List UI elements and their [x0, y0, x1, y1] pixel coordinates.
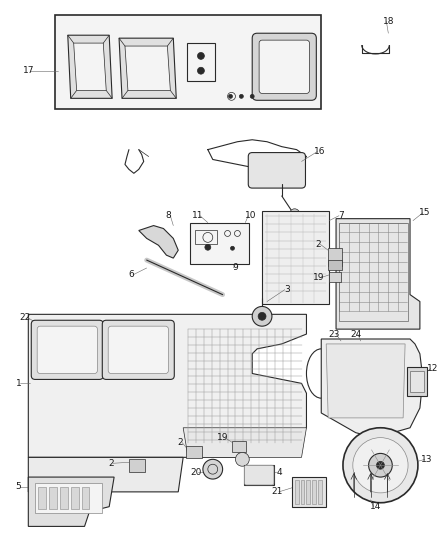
Text: 13: 13 — [421, 455, 433, 464]
Text: 2: 2 — [177, 438, 183, 447]
Ellipse shape — [229, 53, 246, 78]
Polygon shape — [336, 219, 420, 329]
Bar — [307, 480, 311, 504]
Bar — [35, 483, 102, 513]
Bar — [339, 223, 408, 321]
Polygon shape — [119, 38, 176, 98]
Text: 6: 6 — [128, 270, 134, 279]
Text: 23: 23 — [328, 329, 340, 338]
Ellipse shape — [223, 47, 252, 85]
Circle shape — [369, 454, 392, 477]
Text: 2: 2 — [315, 240, 321, 249]
FancyBboxPatch shape — [102, 320, 174, 379]
FancyBboxPatch shape — [31, 320, 103, 379]
Bar — [318, 480, 322, 504]
Text: 4: 4 — [277, 467, 283, 477]
Text: 1: 1 — [16, 379, 21, 388]
Text: 16: 16 — [314, 147, 325, 156]
Text: 7: 7 — [338, 211, 344, 220]
Circle shape — [198, 52, 205, 59]
Text: 3: 3 — [284, 285, 290, 294]
Bar — [195, 230, 217, 244]
Text: 15: 15 — [419, 208, 431, 217]
Circle shape — [252, 306, 272, 326]
FancyBboxPatch shape — [37, 326, 97, 374]
Polygon shape — [74, 43, 106, 91]
Circle shape — [230, 246, 234, 250]
FancyBboxPatch shape — [252, 33, 316, 100]
Polygon shape — [28, 457, 183, 492]
Polygon shape — [125, 46, 170, 91]
Polygon shape — [326, 344, 405, 418]
Text: 24: 24 — [350, 329, 361, 338]
Text: 20: 20 — [190, 467, 201, 477]
Circle shape — [353, 438, 408, 493]
Polygon shape — [183, 428, 307, 457]
Text: 21: 21 — [271, 487, 283, 496]
FancyBboxPatch shape — [108, 326, 168, 374]
Circle shape — [236, 453, 249, 466]
Text: 8: 8 — [166, 211, 171, 220]
Bar — [187, 43, 215, 80]
Text: 19: 19 — [217, 433, 228, 442]
Bar — [38, 487, 46, 508]
Polygon shape — [321, 339, 423, 438]
Circle shape — [198, 67, 205, 74]
Circle shape — [205, 244, 211, 250]
Text: 12: 12 — [427, 364, 438, 373]
FancyBboxPatch shape — [244, 465, 274, 485]
Text: 14: 14 — [370, 502, 381, 511]
Bar — [81, 487, 89, 508]
Circle shape — [250, 94, 254, 98]
Polygon shape — [68, 35, 112, 98]
Bar — [71, 487, 78, 508]
Text: 18: 18 — [382, 17, 394, 26]
Circle shape — [343, 428, 418, 503]
Bar — [262, 211, 329, 304]
Polygon shape — [28, 314, 307, 457]
Text: 2: 2 — [108, 459, 114, 468]
Bar — [55, 15, 321, 109]
Text: 22: 22 — [20, 313, 31, 322]
Bar — [233, 441, 246, 453]
FancyBboxPatch shape — [248, 152, 305, 188]
Circle shape — [203, 459, 223, 479]
FancyBboxPatch shape — [259, 40, 309, 93]
Bar — [312, 480, 316, 504]
Text: 5: 5 — [16, 482, 21, 491]
Bar — [329, 272, 341, 282]
Text: 11: 11 — [192, 211, 204, 220]
Bar — [186, 446, 202, 458]
Circle shape — [377, 461, 385, 469]
Circle shape — [258, 312, 266, 320]
Text: 10: 10 — [244, 211, 256, 220]
Bar — [49, 487, 57, 508]
Bar — [407, 367, 427, 396]
Circle shape — [229, 94, 233, 98]
Bar — [300, 480, 304, 504]
Bar — [295, 480, 299, 504]
Bar — [292, 477, 326, 507]
Bar — [328, 248, 342, 266]
Bar — [244, 465, 274, 485]
Text: 19: 19 — [313, 273, 324, 282]
Text: 17: 17 — [23, 66, 34, 75]
Circle shape — [290, 209, 300, 219]
Bar — [129, 459, 145, 472]
Bar — [190, 223, 249, 264]
Polygon shape — [139, 225, 178, 258]
Circle shape — [240, 94, 244, 98]
Bar — [60, 487, 68, 508]
Bar — [328, 260, 342, 270]
Text: 9: 9 — [233, 263, 238, 272]
Polygon shape — [28, 477, 114, 527]
Bar — [410, 370, 424, 392]
